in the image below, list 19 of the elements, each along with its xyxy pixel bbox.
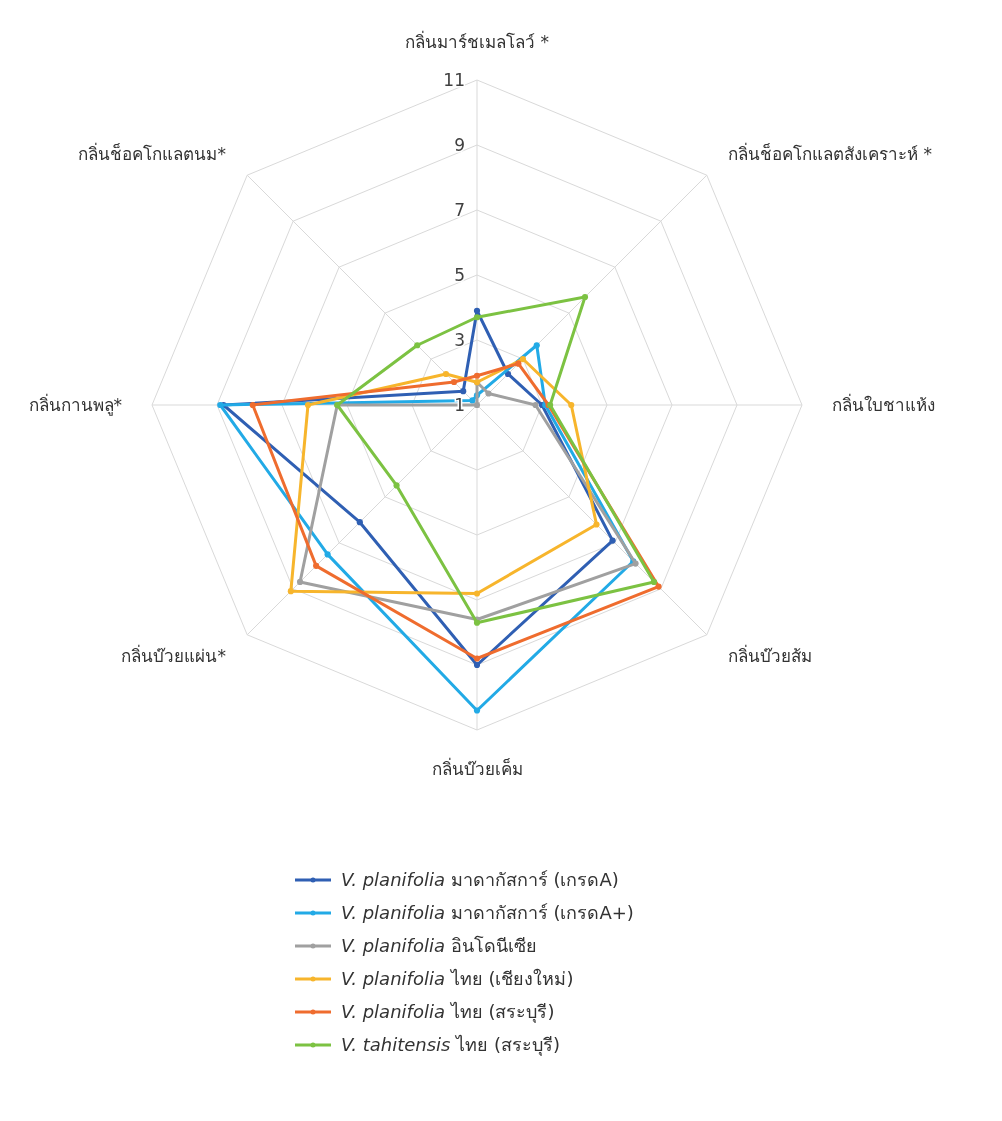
legend-label: V. tahitensis ไทย (สระบุรี) bbox=[341, 1034, 560, 1057]
y-tick-label: 11 bbox=[443, 69, 465, 90]
spoke-label: กลิ่นกานพลู* bbox=[28, 392, 122, 416]
spoke-label: กลิ่นช็อคโกแลตสังเคราะห์ * bbox=[728, 141, 932, 164]
legend-label: V. planifolia ไทย (สระบุรี) bbox=[341, 1001, 555, 1024]
legend-label: V. planifolia มาดากัสการ์ (เกรดA+) bbox=[341, 902, 634, 924]
legend-label: V. planifolia มาดากัสการ์ (เกรดA) bbox=[341, 869, 619, 891]
spoke-label: กลิ่นบ๊วยแผ่น* bbox=[121, 643, 226, 666]
y-tick-label: 7 bbox=[454, 199, 465, 220]
spoke-label: กลิ่นใบชาแห้ง bbox=[832, 392, 935, 415]
spoke-label: กลิ่นบ๊วยเค็ม bbox=[431, 757, 523, 780]
y-tick-label: 3 bbox=[454, 329, 465, 350]
spoke-label: กลิ่นบ๊วยส้ม bbox=[728, 643, 813, 666]
spoke-label: กลิ่นมาร์ชเมลโลว์ * bbox=[405, 30, 549, 53]
spoke-label: กลิ่นช็อคโกแลตนม* bbox=[78, 141, 226, 164]
legend-label: V. planifolia ไทย (เชียงใหม่) bbox=[341, 968, 574, 990]
y-tick-label: 5 bbox=[454, 264, 465, 285]
legend-label: V. planifolia อินโดนีเซีย bbox=[341, 935, 537, 957]
y-tick-label: 9 bbox=[454, 134, 465, 155]
